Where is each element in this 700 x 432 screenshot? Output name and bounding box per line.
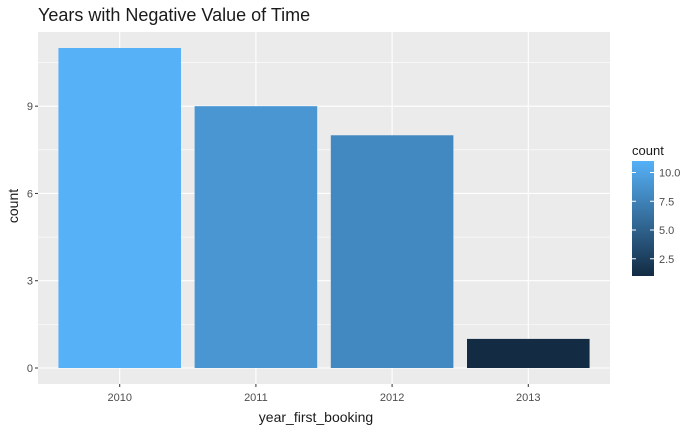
y-tick-label: 0 xyxy=(27,363,33,375)
x-tick-label: 2010 xyxy=(107,392,131,404)
bar-2011 xyxy=(194,106,318,368)
bar-2012 xyxy=(330,135,454,368)
x-tick-label: 2013 xyxy=(516,392,540,404)
color-legend: count 2.5 5.0 7.5 10.0 xyxy=(632,143,680,276)
bar-2010 xyxy=(58,48,181,368)
y-axis: 0 3 6 9 xyxy=(27,101,38,375)
colorbar-label: 10.0 xyxy=(659,168,680,180)
x-axis: 2010 2011 2012 2013 xyxy=(107,384,541,404)
x-tick-label: 2011 xyxy=(244,392,268,404)
colorbar-label: 5.0 xyxy=(659,225,674,237)
legend-title: count xyxy=(632,143,664,158)
y-axis-title: count xyxy=(5,189,21,223)
colorbar-label: 2.5 xyxy=(659,254,674,266)
x-axis-title: year_first_booking xyxy=(259,409,373,425)
colorbar-label: 7.5 xyxy=(659,196,674,208)
bar-2013 xyxy=(467,338,590,368)
colorbar xyxy=(632,161,654,276)
colorbar-ticks: 2.5 5.0 7.5 10.0 xyxy=(632,168,680,266)
y-tick-label: 3 xyxy=(27,276,33,288)
y-tick-label: 6 xyxy=(27,188,33,200)
y-tick-label: 9 xyxy=(27,101,33,113)
bars xyxy=(58,48,590,368)
chart-title: Years with Negative Value of Time xyxy=(38,5,310,25)
x-tick-label: 2012 xyxy=(380,392,404,404)
